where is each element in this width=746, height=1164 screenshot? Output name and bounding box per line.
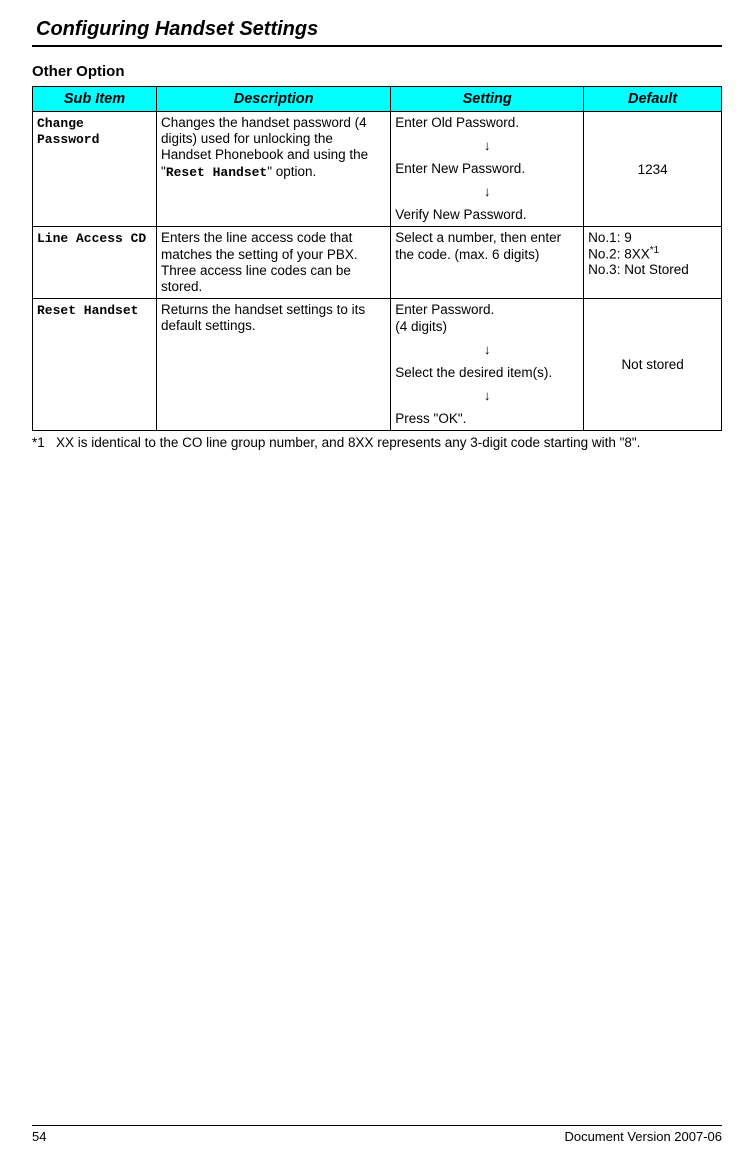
cell-sub-item: Line Access CD: [33, 227, 157, 299]
footnote-marker: *1: [650, 245, 659, 256]
header-default: Default: [584, 87, 722, 112]
page-title: Configuring Handset Settings: [32, 18, 722, 47]
cell-default: 1234: [584, 112, 722, 227]
sub-item-label: Reset Handset: [37, 303, 138, 318]
arrow-down-icon: ↓: [395, 132, 579, 161]
arrow-down-icon: ↓: [395, 382, 579, 411]
setting-step: Enter Old Password.: [395, 115, 579, 132]
footnote: *1 XX is identical to the CO line group …: [32, 435, 722, 450]
setting-step: Verify New Password.: [395, 207, 579, 224]
header-description: Description: [157, 87, 391, 112]
cell-description: Enters the line access code that matches…: [157, 227, 391, 299]
footnote-text: XX is identical to the CO line group num…: [56, 435, 640, 450]
cell-sub-item: Reset Handset: [33, 299, 157, 431]
table-header-row: Sub Item Description Setting Default: [33, 87, 722, 112]
table-row: Change Password Changes the handset pass…: [33, 112, 722, 227]
page-number: 54: [32, 1129, 46, 1144]
document-version: Document Version 2007-06: [564, 1129, 722, 1144]
default-line: No.1: 9: [588, 230, 717, 245]
description-mono: Reset Handset: [166, 165, 267, 180]
setting-step: Enter New Password.: [395, 161, 579, 178]
setting-step: Select the desired item(s).: [395, 365, 579, 382]
section-subheading: Other Option: [32, 63, 722, 80]
cell-description: Changes the handset password (4 digits) …: [157, 112, 391, 227]
cell-setting: Select a number, then enter the code. (m…: [391, 227, 584, 299]
cell-default: No.1: 9 No.2: 8XX*1 No.3: Not Stored: [584, 227, 722, 299]
sub-item-label: Change Password: [37, 116, 99, 147]
setting-step: Enter Password. (4 digits): [395, 302, 579, 336]
table-row: Line Access CD Enters the line access co…: [33, 227, 722, 299]
arrow-down-icon: ↓: [395, 336, 579, 365]
default-line: No.2: 8XX*1: [588, 245, 717, 262]
options-table: Sub Item Description Setting Default Cha…: [32, 86, 722, 431]
table-row: Reset Handset Returns the handset settin…: [33, 299, 722, 431]
cell-sub-item: Change Password: [33, 112, 157, 227]
setting-step: Press "OK".: [395, 411, 579, 428]
cell-default: Not stored: [584, 299, 722, 431]
header-setting: Setting: [391, 87, 584, 112]
page-footer: 54 Document Version 2007-06: [32, 1125, 722, 1144]
header-sub-item: Sub Item: [33, 87, 157, 112]
cell-description: Returns the handset settings to its defa…: [157, 299, 391, 431]
footnote-marker: *1: [32, 435, 45, 450]
sub-item-label: Line Access CD: [37, 231, 146, 246]
arrow-down-icon: ↓: [395, 178, 579, 207]
cell-setting: Enter Password. (4 digits) ↓ Select the …: [391, 299, 584, 431]
cell-setting: Enter Old Password. ↓ Enter New Password…: [391, 112, 584, 227]
description-text-post: " option.: [267, 164, 316, 179]
default-line: No.3: Not Stored: [588, 262, 717, 277]
